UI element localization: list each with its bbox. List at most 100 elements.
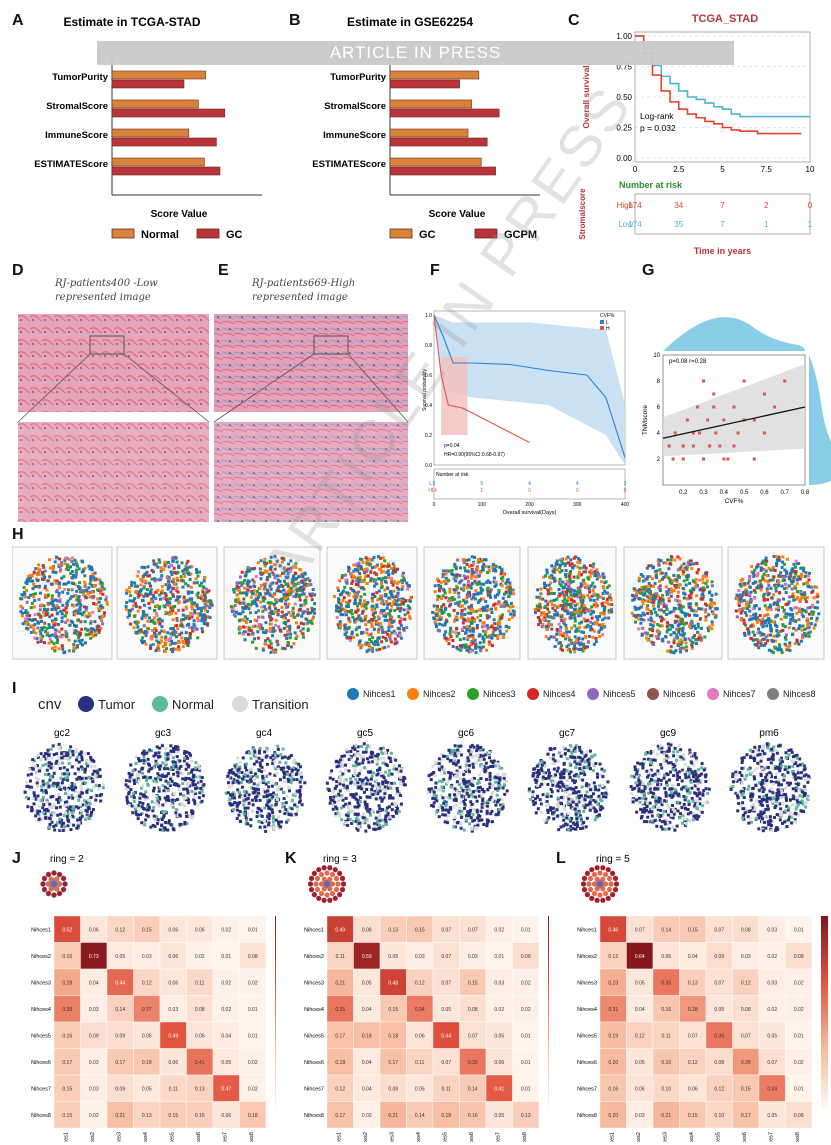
chart-f-xlabel: Overall survival(Days)	[503, 510, 557, 516]
heatmap-j-cell-value: 0.28	[62, 980, 72, 986]
chart-f-legend-label: L	[606, 320, 609, 326]
heatmap-j-cell	[106, 1101, 134, 1129]
heatmap-j-cell-value: 0.02	[248, 1060, 258, 1066]
chart-c-xlabel: Time in years	[694, 246, 751, 256]
heatmap-l-cell	[785, 1048, 813, 1076]
heatmap-j-cell	[212, 1048, 240, 1076]
heatmap-j-cell-value: 0.49	[168, 1033, 178, 1039]
heatmap-k-cell-value: 0.18	[388, 1033, 398, 1039]
heatmap-j-col-label: Nihces8	[249, 1132, 255, 1142]
heatmap-k-col-label: Nihces8	[522, 1132, 528, 1142]
niche-legend: Nihces1 Nihces2 Nihces3 Nihces4 Nihces5 Nihce…	[347, 688, 831, 706]
heatmap-l-cell	[758, 1021, 786, 1049]
heatmap-k-cell	[353, 1048, 381, 1076]
heatmap-j-cell	[186, 1101, 214, 1129]
heatmap-k-cell	[326, 968, 354, 996]
heatmap-l-cell	[732, 915, 760, 943]
heatmap-l-cell	[679, 968, 707, 996]
heatmap-k-cell	[406, 995, 434, 1023]
chart-a-legend-label: GC	[226, 229, 243, 241]
chart-g-point	[702, 457, 706, 461]
heatmap-j-cell-value: 0.06	[168, 980, 178, 986]
heatmap-j-cell	[80, 1101, 108, 1129]
heatmap-j-row-label: Nihces7	[31, 1086, 51, 1092]
heatmap-l-row-label: Nihces7	[577, 1086, 597, 1092]
niche-map	[124, 555, 214, 654]
chart-g-point	[685, 418, 689, 422]
heatmap-k-cell-value: 0.18	[362, 1033, 372, 1039]
heatmap-j-row-label: Nihces2	[31, 954, 51, 960]
heatmap-k-cell-value: 0.41	[494, 1086, 504, 1092]
heatmap-j-cell	[239, 915, 267, 943]
heatmap-l-cell	[705, 1021, 733, 1049]
heatmap-k-cell	[326, 942, 354, 970]
heatmap-k-cell	[512, 995, 540, 1023]
niche-legend-item: Nihces3	[467, 688, 516, 700]
heatmap-k-cell-value: 0.02	[494, 927, 504, 933]
niche-map	[431, 555, 516, 655]
heatmap-l-cell-value: 0.64	[635, 954, 645, 960]
chart-c-risk-value: 174	[628, 220, 642, 229]
chart-g-ytick: 10	[653, 353, 660, 359]
heatmap-k-cell-value: 0.07	[468, 927, 478, 933]
heatmap-k-col-label: Nihces7	[495, 1132, 501, 1142]
heatmap-j-cell-value: 0.16	[62, 954, 72, 960]
chart-b-xlabel: Score Value	[429, 209, 486, 220]
heatmap-l-col-label: Nihces7	[768, 1132, 774, 1142]
heatmap-l-cell-value: 0.04	[635, 1007, 645, 1013]
heatmap-k-col-label: Nihces1	[336, 1132, 342, 1142]
heatmap-j-cell-value: 0.08	[195, 1007, 205, 1013]
chart-g-point	[708, 444, 712, 448]
heatmap-l-row-label: Nihces4	[577, 1007, 597, 1013]
heatmap-k-cell	[353, 1074, 381, 1102]
chart-f-risk-value: 1	[480, 488, 483, 494]
niche-legend-item: Nihces2	[407, 688, 456, 700]
panel-letter-d: D	[12, 262, 24, 279]
histology-caption-d: RJ-patients400 -Low represented image	[55, 277, 158, 305]
heatmap-l-cell-value: 0.17	[741, 1113, 751, 1119]
heatmap-l-row-label: Nihces2	[577, 954, 597, 960]
heatmap-k-cell-value: 0.11	[336, 954, 346, 960]
heatmap-k-cell	[379, 915, 407, 943]
heatmap-l-cell	[758, 1074, 786, 1102]
chart-g-point	[732, 444, 736, 448]
chart-c-annotation-logrank: Log-rank	[640, 111, 674, 121]
chart-g-xtick: 0.8	[801, 490, 810, 496]
heatmap-k-cell-value: 0.35	[335, 1007, 345, 1013]
heatmap-l-cell-value: 0.02	[794, 1060, 804, 1066]
heatmap-k-cell	[379, 995, 407, 1023]
cnv-sample-label: gc7	[559, 728, 576, 739]
heatmap-l-cell-value: 0.19	[608, 1033, 618, 1039]
chart-f-risk-value: 5	[480, 481, 483, 487]
heatmap-j-cell	[186, 1074, 214, 1102]
heatmap-j-cell-value: 0.06	[142, 1033, 152, 1039]
chart-c-risk-value: 2	[764, 201, 769, 210]
panel-letter-h: H	[12, 526, 24, 543]
heatmap-l-cell	[785, 1074, 813, 1102]
heatmap-j: ring = 2 Nihces1 Nihces1 Nihces2 Nihces2 Nihc…	[31, 854, 276, 1142]
heatmap-k-cell	[512, 968, 540, 996]
heatmap-l-cell	[626, 915, 654, 943]
chart-f-annotation-p: p=0.04	[444, 443, 460, 449]
chart-c-xtick: 2.5	[673, 165, 685, 174]
heatmap-l-cell-value: 0.05	[767, 1033, 777, 1039]
chart-c-ytick: 1.00	[616, 32, 632, 41]
heatmap-k-cell-value: 0.17	[388, 1060, 398, 1066]
panel-letter-f: F	[430, 262, 440, 279]
heatmap-j-cell-value: 0.13	[142, 1113, 152, 1119]
heatmap-k-col-label: Nihces5	[442, 1132, 448, 1142]
heatmap-l-cell-value: 0.07	[741, 1033, 751, 1039]
heatmap-l-cell-value: 0.02	[794, 1007, 804, 1013]
heatmap-j-cell-value: 0.18	[142, 1060, 152, 1066]
heatmap-k-cell-value: 0.01	[521, 1060, 531, 1066]
chart-f-ytick: 0.4	[425, 403, 432, 409]
heatmap-l-cell-value: 0.15	[688, 927, 698, 933]
chart-b-bar	[389, 166, 496, 176]
heatmap-l-cell-value: 0.06	[635, 1086, 645, 1092]
heatmap-k-row-label: Nihces2	[304, 954, 324, 960]
heatmap-k-cell	[512, 1021, 540, 1049]
heatmap-j-cell-value: 0.03	[89, 1060, 99, 1066]
chart-f-ytick: 0.2	[425, 433, 432, 439]
chart-c-series-high	[635, 35, 802, 135]
heatmap-k-cell-value: 0.13	[521, 1113, 531, 1119]
